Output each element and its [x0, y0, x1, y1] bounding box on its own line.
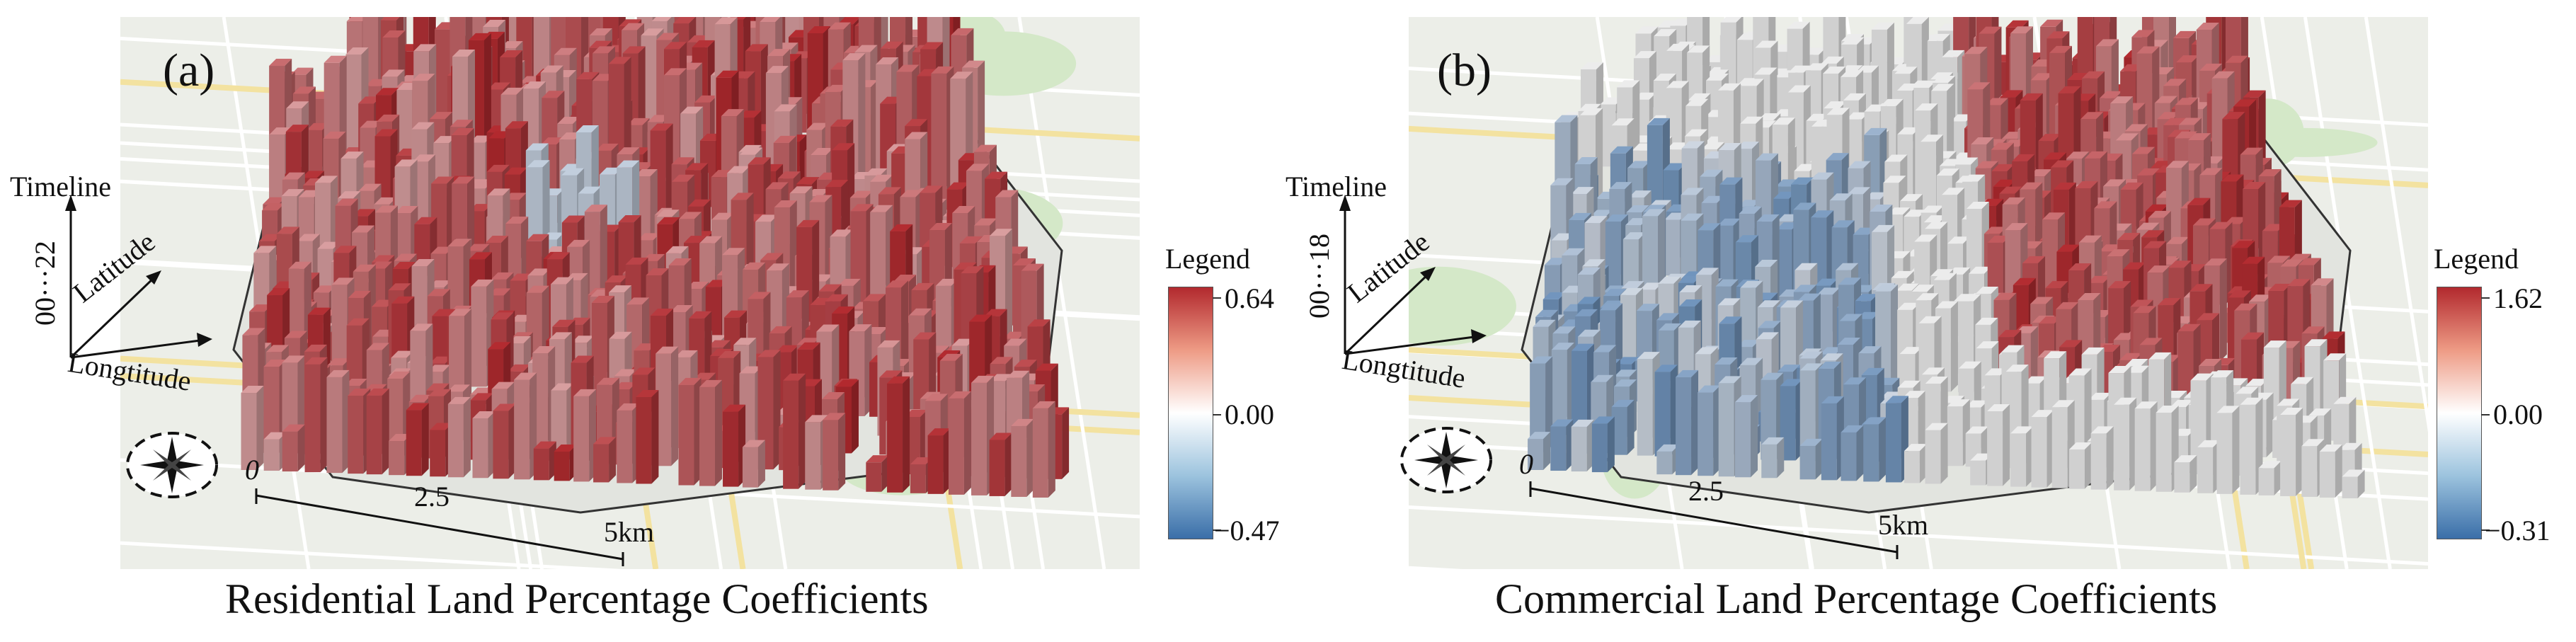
coefficient-column: [493, 403, 516, 479]
coefficient-column: [1032, 401, 1055, 498]
legend-min: −0.47: [1214, 515, 1280, 546]
scale-mid: 2.5: [1688, 475, 1724, 507]
scale-mid: 2.5: [414, 481, 450, 512]
legend-max: 1.62: [2493, 282, 2543, 314]
legend-max: 0.64: [1225, 282, 1274, 314]
coefficient-column: [2090, 426, 2114, 490]
coefficient-column: [636, 390, 659, 484]
coefficient-column: [1987, 403, 2010, 486]
time-range-label: 00···18: [1303, 234, 1335, 319]
coefficient-column: [1528, 432, 1551, 470]
coefficient-column: [1530, 356, 1553, 452]
coefficient-column: [366, 388, 389, 475]
panel-commercial: (b) Timeline Latitude Longtitude 00···18…: [1286, 0, 2576, 642]
coefficient-column: [2280, 408, 2303, 496]
scale-end: 5km: [604, 516, 655, 548]
caption: Residential Land Percentage Coefficients: [225, 575, 929, 622]
legend-title: Legend: [1165, 243, 1250, 275]
coefficient-column: [866, 455, 889, 492]
coefficient-column: [1591, 416, 1615, 473]
coefficient-column: [2174, 455, 2197, 493]
coefficient-column: [2342, 469, 2365, 498]
coefficient-column: [2319, 444, 2342, 498]
coefficient-column: [1011, 418, 1034, 497]
time-range-label: 00···22: [29, 241, 61, 326]
axis-arrows: [1339, 195, 1899, 559]
coefficient-column: [2216, 406, 2240, 494]
legend-mid: 0.00: [1225, 399, 1274, 430]
scale-end: 5km: [1878, 509, 1929, 541]
coefficient-column: [406, 403, 429, 476]
coefficient-column: [471, 279, 494, 387]
coefficient-column: [742, 440, 765, 488]
coefficient-column: [783, 373, 806, 489]
coefficient-column: [1904, 444, 1927, 483]
panel-label: (a): [163, 45, 215, 96]
panel-label: (b): [1437, 45, 1492, 96]
coefficient-column: [699, 379, 723, 486]
coefficient-column: [1816, 287, 1840, 352]
scale-zero: 0: [1519, 448, 1533, 480]
timeline-label: Timeline: [10, 171, 111, 202]
compass-rose-icon: [1400, 427, 1492, 493]
coefficient-column: [2134, 401, 2158, 491]
coefficient-column: [1676, 369, 1699, 476]
coefficient-column: [241, 386, 264, 470]
compass-rose-icon: [126, 432, 218, 498]
coefficient-column: [326, 369, 350, 474]
legend-title: Legend: [2434, 243, 2519, 275]
legend-color-bar: [1168, 287, 1213, 539]
coefficient-column: [1611, 399, 1635, 455]
coefficient-bar-scene: [232, 17, 1070, 514]
axis-arrows: [65, 195, 624, 566]
coefficient-column: [1925, 423, 1948, 484]
coefficient-column: [1947, 399, 1970, 466]
coefficient-bar-scene: [1521, 17, 2365, 514]
legend-color-bar: [2437, 287, 2482, 539]
coefficient-column: [2068, 442, 2092, 489]
coefficient-column: [887, 376, 910, 493]
coefficient-column: [447, 396, 471, 478]
coefficient-column: [1863, 417, 1887, 482]
coefficient-column: [805, 415, 828, 490]
legend-min: −0.31: [2485, 515, 2551, 546]
caption: Commercial Land Percentage Coefficients: [1495, 575, 2218, 622]
coefficient-column: [678, 377, 702, 486]
coefficient-column: [2258, 461, 2282, 495]
scale-zero: 0: [245, 454, 259, 486]
coefficient-column: [948, 391, 971, 495]
coefficient-column: [1841, 425, 1864, 481]
coefficient-column: [2114, 397, 2137, 491]
coefficient-column: [989, 432, 1012, 496]
timeline-label: Timeline: [1286, 171, 1387, 202]
coefficient-column: [1735, 395, 1758, 478]
coefficient-column: [2240, 397, 2263, 495]
coefficient-column: [1698, 385, 1721, 476]
coefficient-column: [593, 437, 617, 483]
coefficient-column: [1799, 438, 1823, 480]
legend-mid: 0.00: [2493, 399, 2543, 430]
coefficient-column: [304, 357, 328, 473]
coefficient-column: [1761, 437, 1785, 478]
coefficient-column: [656, 346, 679, 466]
panel-residential: (a) Timeline Latitude Longtitude 00···22…: [10, 17, 1280, 622]
coefficient-column: [823, 413, 846, 491]
coefficient-column: [282, 424, 305, 472]
